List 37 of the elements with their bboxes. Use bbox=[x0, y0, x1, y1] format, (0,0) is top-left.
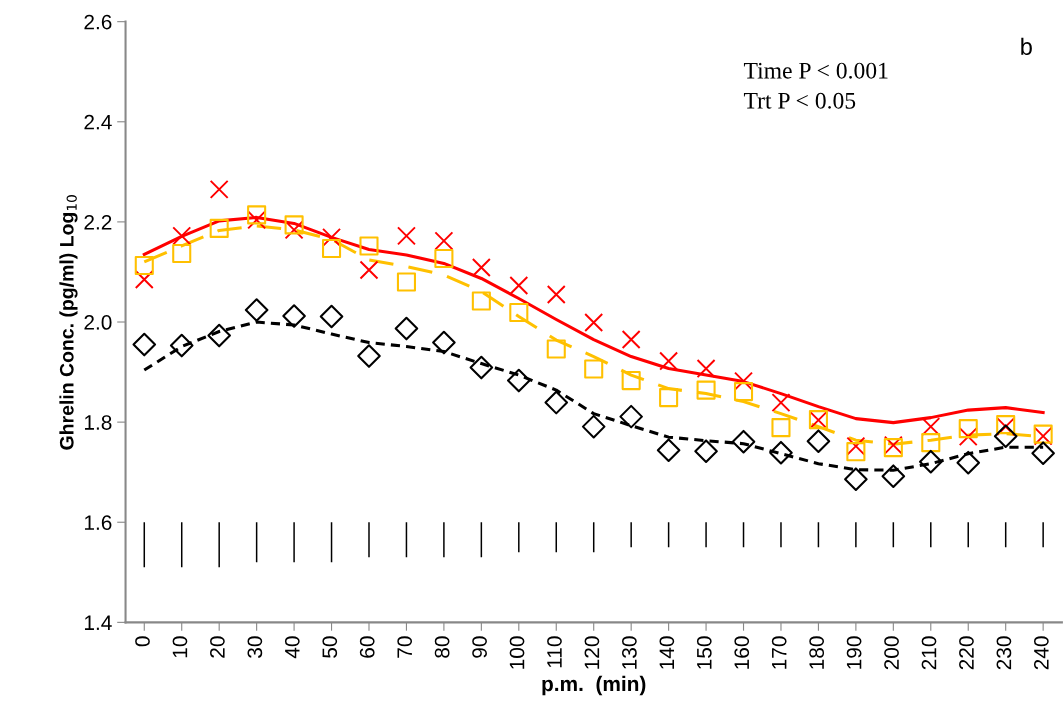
x-axis-title: p.m. (min) bbox=[542, 675, 646, 696]
y-tick-label: 2.6 bbox=[84, 14, 112, 30]
x-tick-label: 160 bbox=[734, 636, 750, 669]
x-tick-label: 220 bbox=[959, 636, 974, 670]
x-tick-label: 0 bbox=[135, 636, 150, 647]
x-tick-label: 80 bbox=[434, 636, 450, 658]
y-axis-title: Ghrelin Conc. (pg/ml) Log$_{10}$ bbox=[59, 195, 78, 450]
x-tick-label: 170 bbox=[771, 636, 787, 669]
x-tick-label: 140 bbox=[659, 636, 675, 669]
y-tick-label: 1.8 bbox=[84, 415, 112, 430]
x-tick-label: 200 bbox=[884, 636, 899, 670]
y-tick-label: 1.6 bbox=[84, 515, 112, 530]
x-tick-label: 20 bbox=[210, 636, 225, 658]
x-tick-label: 60 bbox=[359, 636, 375, 658]
y-tick-label: 2.2 bbox=[84, 214, 112, 230]
x-tick-label: 150 bbox=[696, 636, 712, 669]
y-tick-label: 2.0 bbox=[84, 315, 112, 330]
x-tick-label: 90 bbox=[472, 636, 487, 658]
x-tick-label: 110 bbox=[547, 636, 562, 668]
x-tick-label: 100 bbox=[509, 636, 525, 669]
x-tick-label: 120 bbox=[584, 636, 600, 669]
annotation: b bbox=[1021, 37, 1032, 56]
y-tick-label: 1.4 bbox=[84, 615, 112, 630]
x-tick-label: 10 bbox=[172, 636, 188, 658]
y-tick-label: 2.4 bbox=[84, 114, 112, 130]
x-tick-label: 190 bbox=[846, 636, 862, 669]
x-tick-label: 130 bbox=[622, 636, 637, 669]
x-tick-label: 40 bbox=[284, 636, 300, 659]
annotation: Trt P < 0.05 bbox=[743, 92, 856, 109]
x-tick-label: 30 bbox=[247, 636, 263, 658]
x-tick-label: 70 bbox=[397, 636, 413, 658]
x-tick-label: 50 bbox=[322, 636, 338, 658]
x-tick-label: 210 bbox=[921, 636, 937, 670]
x-tick-label: 180 bbox=[809, 636, 825, 669]
x-tick-label: 230 bbox=[996, 636, 1012, 670]
x-tick-label: 240 bbox=[1033, 636, 1049, 670]
annotation: Time P < 0.001 bbox=[743, 62, 888, 79]
